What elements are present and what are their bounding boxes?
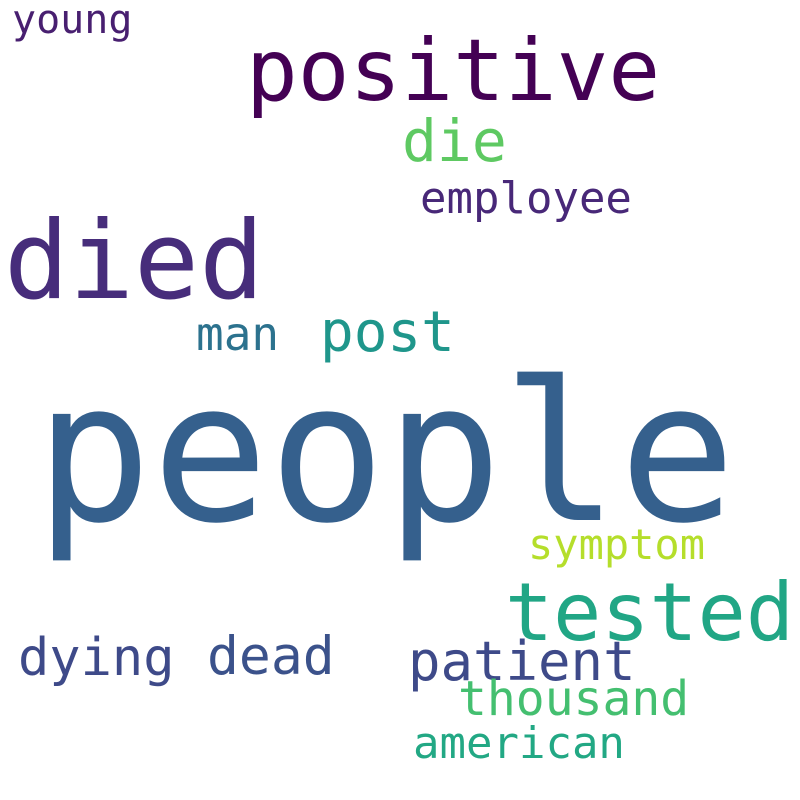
word-dead: dead — [207, 626, 335, 687]
word-positive: positive — [246, 21, 661, 121]
word-employee: employee — [420, 173, 632, 224]
word-people: people — [35, 340, 736, 566]
word-dying: dying — [18, 628, 175, 688]
word-post: post — [320, 300, 455, 365]
word-man: man — [196, 307, 280, 361]
word-young: young — [12, 0, 133, 43]
word-died: died — [4, 199, 265, 324]
word-tested: tested — [505, 566, 794, 659]
word-thousand: thousand — [458, 671, 690, 727]
word-american: american — [413, 718, 625, 769]
word-patient: patient — [408, 630, 636, 693]
word-symptom: symptom — [528, 520, 706, 569]
word-die: die — [402, 107, 507, 175]
